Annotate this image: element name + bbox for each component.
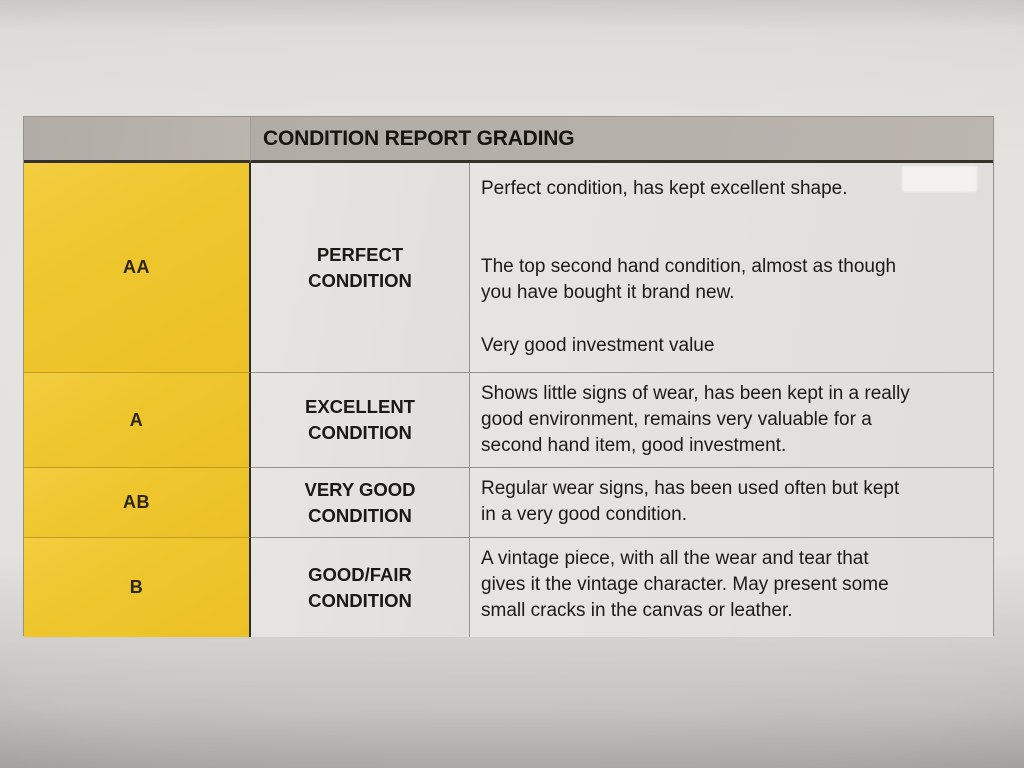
- description-cell-b: A vintage piece, with all the wear and t…: [470, 538, 993, 637]
- grade-cell-a: A: [24, 373, 251, 468]
- grade-cell-b: B: [24, 538, 251, 637]
- grade-cell-ab: AB: [24, 468, 251, 538]
- description-cell-ab: Regular wear signs, has been used often …: [470, 468, 993, 538]
- grade-cell-aa: AA: [24, 163, 251, 373]
- description-paragraph: A vintage piece, with all the wear and t…: [481, 548, 889, 621]
- description-cell-aa: Perfect condition, has kept excellent sh…: [470, 163, 993, 373]
- grade-name-cell-very-good: VERY GOOD CONDITION: [251, 468, 470, 538]
- table-title: CONDITION REPORT GRADING: [251, 117, 993, 163]
- description-paragraph: Very good investment value: [481, 335, 715, 356]
- grade-name-cell-perfect: PERFECT CONDITION: [251, 163, 470, 373]
- description-paragraph: Regular wear signs, has been used often …: [481, 478, 900, 525]
- description-paragraph: The top second hand condition, almost as…: [481, 256, 897, 303]
- grade-name-cell-good-fair: GOOD/FAIR CONDITION: [251, 538, 470, 637]
- header-empty-cell: [24, 117, 251, 163]
- condition-grading-table: CONDITION REPORT GRADING AA PERFECT COND…: [23, 116, 994, 637]
- grade-name-cell-excellent: EXCELLENT CONDITION: [251, 373, 470, 468]
- description-paragraph: Perfect condition, has kept excellent sh…: [481, 178, 848, 199]
- description-paragraph: Shows little signs of wear, has been kep…: [481, 383, 910, 456]
- description-cell-a: Shows little signs of wear, has been kep…: [470, 373, 993, 468]
